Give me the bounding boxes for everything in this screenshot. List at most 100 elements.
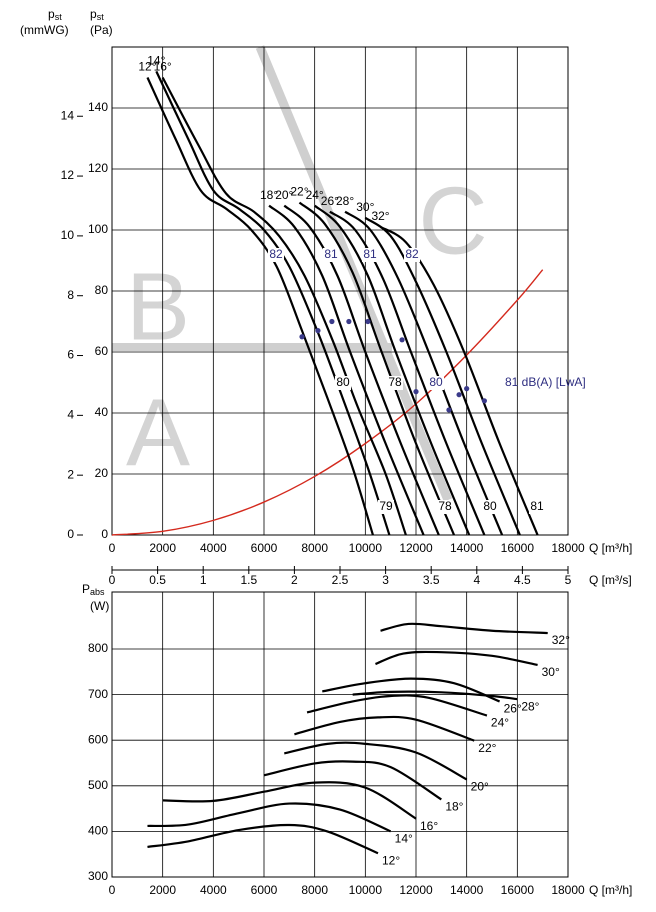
- label-bg: [497, 376, 513, 390]
- label-bg: [428, 376, 444, 390]
- y-tick-label: 300: [88, 869, 108, 883]
- curve-label: 20°: [275, 188, 293, 202]
- curve-label: 28°: [521, 699, 539, 713]
- sound-level: 80: [336, 375, 350, 389]
- x2-tick-label: 2.5: [332, 573, 349, 587]
- y-tick-label: 100: [88, 222, 108, 236]
- x-tick-label: 12000: [399, 883, 433, 897]
- x-tick-label: 4000: [200, 883, 227, 897]
- x-tick-label: 8000: [301, 883, 328, 897]
- x2-tick-label: 1.5: [240, 573, 257, 587]
- system-curve: [111, 269, 544, 536]
- x-tick-label: 12000: [399, 541, 433, 555]
- y2-tick-label: 0: [67, 527, 74, 541]
- label-bg: [335, 376, 351, 390]
- sound-level: 81: [324, 247, 338, 261]
- sound-level: 78: [438, 499, 452, 513]
- fan-curve: [298, 201, 456, 536]
- y-tick-label: 120: [88, 161, 108, 175]
- x2-tick-label: 5: [565, 573, 572, 587]
- fan-curve: [322, 677, 501, 703]
- curve-label: 12°: [382, 853, 400, 867]
- fan-curve: [364, 216, 521, 536]
- y-tick-label: 60: [95, 344, 109, 358]
- x-tick-label: 6000: [251, 541, 278, 555]
- axis-title: pst: [90, 7, 104, 22]
- fan-curve: [329, 210, 486, 536]
- sound-level: 82: [269, 247, 283, 261]
- fan-curve: [344, 210, 504, 536]
- axis-unit: (mmWG): [20, 23, 69, 37]
- operating-point: [413, 389, 419, 395]
- operating-point: [329, 318, 335, 325]
- fan-curve: [268, 204, 425, 536]
- operating-point: [446, 407, 452, 413]
- y2-tick-label: 8: [67, 288, 74, 302]
- curve-label: 14°: [395, 832, 413, 846]
- x-tick-label: 8000: [301, 541, 328, 555]
- zone-label: C: [418, 167, 487, 274]
- operating-point: [399, 337, 405, 343]
- label-bg: [323, 248, 339, 262]
- curve-label: 30°: [542, 665, 560, 679]
- axis-symbol: p: [90, 7, 97, 21]
- y2-tick-label: 4: [67, 408, 74, 422]
- x2-tick-label: 2: [291, 573, 298, 587]
- x-tick-label: 10000: [349, 883, 383, 897]
- fan-curve: [306, 694, 488, 717]
- y-tick-label: 500: [88, 778, 108, 792]
- axis-subscript: st: [55, 12, 63, 22]
- label-bg: [404, 248, 420, 262]
- x-tick-label: 2000: [149, 883, 176, 897]
- fan-curve: [313, 204, 471, 536]
- curve-label: 24°: [491, 716, 509, 730]
- y2-tick-label: 6: [67, 348, 74, 362]
- fan-curve: [161, 76, 407, 536]
- operating-point: [456, 392, 462, 398]
- fan-curve: [294, 715, 475, 742]
- zone-label: A: [126, 379, 190, 486]
- axis-title: Pabs: [82, 582, 105, 597]
- y-tick-label: 700: [88, 687, 108, 701]
- sound-level: 81: [363, 247, 377, 261]
- axis-unit: (Pa): [90, 23, 113, 37]
- x2-tick-label: 1: [200, 573, 207, 587]
- axis-subscript: abs: [90, 587, 105, 597]
- x2-axis-title: Q [m³/s]: [589, 573, 632, 587]
- x2-tick-label: 0.5: [149, 573, 166, 587]
- label-bg: [378, 500, 394, 514]
- x-tick-label: 14000: [450, 883, 484, 897]
- sound-level: 82: [405, 247, 419, 261]
- x-tick-label: 16000: [501, 541, 535, 555]
- x-tick-label: 10000: [349, 541, 383, 555]
- fan-curve: [380, 622, 548, 635]
- sound-level: 81: [530, 499, 544, 513]
- curve-label: 20°: [471, 780, 489, 794]
- x-tick-label: 14000: [450, 541, 484, 555]
- axis-subscript: st: [97, 12, 105, 22]
- curve-label: 12°: [138, 60, 156, 74]
- x2-tick-label: 4: [473, 573, 480, 587]
- x-axis-title: Q [m³/h]: [589, 883, 632, 897]
- y2-tick-label: 2: [67, 467, 74, 481]
- x-tick-label: 6000: [251, 883, 278, 897]
- sound-level: 81 dB(A) [LwA]: [505, 375, 586, 389]
- curve-label: 16°: [420, 819, 438, 833]
- operating-point: [464, 386, 470, 392]
- label-bg: [268, 248, 284, 262]
- sound-level: 79: [379, 499, 393, 513]
- sound-level: 80: [429, 375, 443, 389]
- label-bg: [437, 500, 453, 514]
- operating-point: [481, 398, 487, 404]
- fan-curve: [379, 225, 539, 536]
- curve-label: 18°: [260, 188, 278, 202]
- curve-label: 32°: [552, 633, 570, 647]
- x-axis-title: Q [m³/h]: [589, 541, 632, 555]
- axis-symbol: p: [48, 7, 55, 21]
- x2-tick-label: 0: [109, 573, 116, 587]
- y-tick-label: 800: [88, 641, 108, 655]
- fan-curve: [375, 650, 538, 667]
- y2-tick-label: 14: [61, 108, 75, 122]
